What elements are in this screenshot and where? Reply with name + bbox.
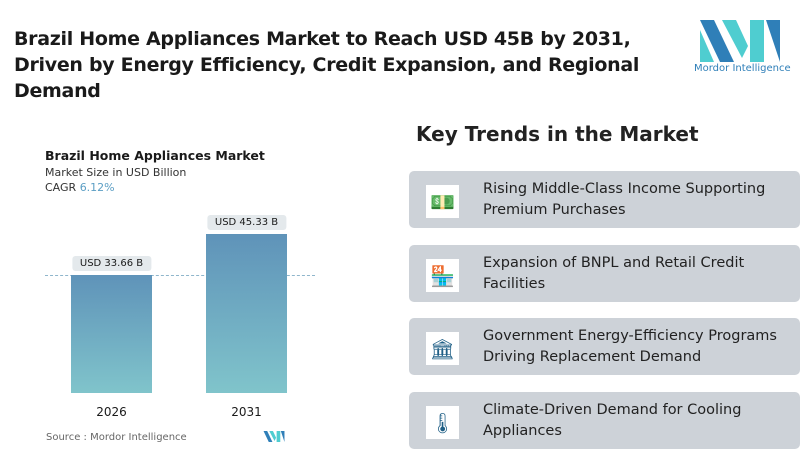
- x-tick-label: 2031: [231, 405, 262, 419]
- trend-text: Expansion of BNPL and Retail Credit Faci…: [483, 255, 745, 292]
- trend-card: 🏪 Expansion of BNPL and Retail Credit Fa…: [409, 245, 800, 302]
- chart-title: Brazil Home Appliances Market: [45, 148, 265, 163]
- page-title: Brazil Home Appliances Market to Reach U…: [14, 28, 640, 102]
- mordor-logo: [700, 20, 780, 62]
- cagr-value: 6.12%: [79, 181, 115, 194]
- money-icon: 💵: [426, 185, 459, 218]
- thermometer-icon: 🌡: [426, 406, 459, 439]
- trend-card: 🏛 Government Energy-Efficiency Programs …: [409, 318, 800, 375]
- trend-text: Government Energy-Efficiency Programs Dr…: [483, 328, 777, 365]
- data-label: USD 33.66 B: [71, 256, 152, 271]
- source: Source : Mordor Intelligence: [46, 432, 187, 443]
- mordor-small-logo: [263, 431, 285, 442]
- government-building-icon: 🏛: [426, 332, 459, 365]
- trend-text: Rising Middle-Class Income Supporting Pr…: [483, 181, 766, 218]
- store-icon: 🏪: [426, 259, 459, 292]
- bar-2026: [71, 275, 152, 393]
- trend-card: 🌡 Climate-Driven Demand for Cooling Appl…: [409, 392, 800, 449]
- trend-text: Climate-Driven Demand for Cooling Applia…: [483, 402, 742, 439]
- bar-2031: [206, 234, 287, 393]
- trend-card: 💵 Rising Middle-Class Income Supporting …: [409, 171, 800, 228]
- chart-subtitle: Market Size in USD Billion: [45, 166, 187, 179]
- cagr: CAGR 6.12%: [45, 181, 115, 194]
- logo-text: Mordor Intelligence: [694, 63, 791, 74]
- x-tick-label: 2026: [96, 405, 127, 419]
- reference-line: [45, 275, 315, 276]
- trends-heading: Key Trends in the Market: [416, 122, 699, 146]
- data-label: USD 45.33 B: [206, 215, 287, 231]
